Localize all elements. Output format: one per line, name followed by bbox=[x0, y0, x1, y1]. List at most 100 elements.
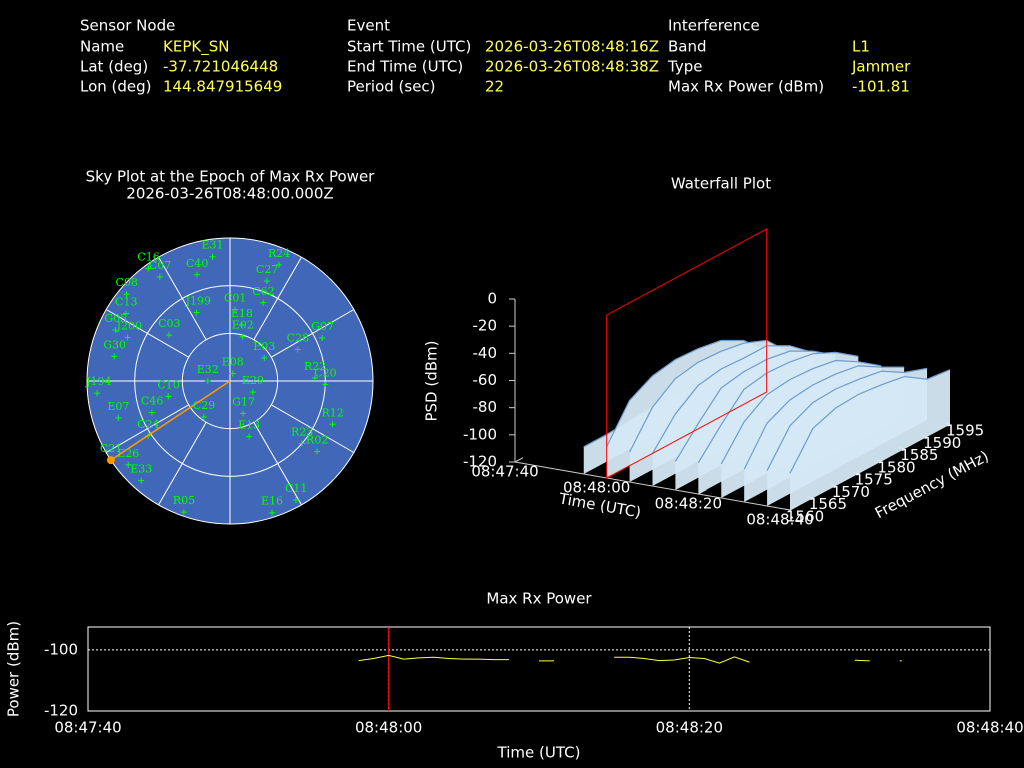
satellite-marker bbox=[240, 410, 247, 417]
satellite-label: G17 bbox=[232, 395, 255, 408]
field-value: 22 bbox=[485, 78, 504, 96]
field-value: KEPK_SN bbox=[163, 38, 229, 57]
y-tick-label: 1590 bbox=[923, 434, 961, 452]
y-tick-label: 1565 bbox=[809, 495, 847, 513]
satellite-marker bbox=[94, 390, 101, 397]
psd-slice bbox=[766, 367, 928, 471]
field-label: Type bbox=[667, 58, 702, 76]
satellite-marker bbox=[261, 354, 268, 361]
satellite-label: C20 bbox=[314, 366, 336, 379]
satellite-marker bbox=[269, 509, 276, 516]
field-label: Lat (deg) bbox=[80, 58, 148, 76]
satellite-marker bbox=[294, 346, 301, 353]
satellite-label: G07 bbox=[311, 320, 334, 333]
satellite-label: E32 bbox=[197, 363, 219, 376]
psd-slice bbox=[651, 345, 813, 454]
satellite-marker bbox=[180, 509, 187, 516]
satellite-label: E07 bbox=[107, 400, 129, 413]
z-tick-label: -80 bbox=[473, 398, 498, 416]
satellite-marker bbox=[115, 414, 122, 421]
field-label: End Time (UTC) bbox=[347, 58, 463, 76]
z-tick-label: -20 bbox=[473, 317, 498, 335]
psd-slice bbox=[606, 339, 767, 448]
z-tick-label: -40 bbox=[473, 344, 498, 362]
satellite-label: R02 bbox=[306, 433, 328, 446]
satellite-marker bbox=[125, 461, 132, 468]
azimuth-spoke bbox=[158, 422, 207, 506]
satellite-label: E29 bbox=[242, 374, 264, 387]
satellite-label: C46 bbox=[141, 395, 163, 408]
azimuth-spoke bbox=[158, 256, 207, 340]
satellite-label: C29 bbox=[193, 399, 215, 412]
plot-frame bbox=[87, 626, 991, 712]
satellite-marker bbox=[138, 477, 145, 484]
satellite-marker bbox=[263, 278, 270, 285]
satellite-marker bbox=[200, 413, 207, 420]
field-label: Lon (deg) bbox=[80, 78, 152, 96]
x-axis-label: Time (UTC) bbox=[497, 744, 581, 762]
satellite-marker bbox=[165, 393, 172, 400]
satellite-marker bbox=[148, 409, 155, 416]
x-tick-label: 08:47:40 bbox=[471, 463, 538, 481]
satellite-label: J200 bbox=[116, 320, 142, 333]
satellite-label: C21 bbox=[100, 442, 122, 455]
x-tick bbox=[514, 457, 524, 463]
x-tick-label: 08:48:20 bbox=[656, 719, 723, 737]
satellite-label: J199 bbox=[185, 294, 211, 307]
field-value: L1 bbox=[852, 38, 870, 56]
satellite-marker bbox=[204, 378, 211, 384]
chart-title: Waterfall Plot bbox=[671, 175, 771, 193]
power-line bbox=[358, 654, 902, 664]
satellite-label: R12 bbox=[321, 406, 343, 419]
field-value: 2026-03-26T08:48:38Z bbox=[485, 58, 659, 76]
field-label: Max Rx Power (dBm) bbox=[668, 78, 824, 96]
satellite-label: E26 bbox=[117, 447, 139, 460]
satellite-marker bbox=[239, 333, 246, 340]
x-tick-label: 08:48:20 bbox=[655, 495, 722, 513]
satellite-label: C10 bbox=[157, 378, 179, 391]
satellite-label: C40 bbox=[186, 257, 208, 270]
satellite-label: E16 bbox=[261, 495, 283, 508]
satellite-label: C11 bbox=[285, 482, 307, 495]
y-tick-label: 1570 bbox=[832, 483, 870, 501]
satellite-label: C27 bbox=[256, 263, 278, 276]
satellite-label: E03 bbox=[253, 340, 275, 353]
satellite-marker bbox=[246, 433, 253, 440]
psd-slice bbox=[629, 339, 790, 453]
satellite-label: C62 bbox=[252, 285, 274, 298]
satellite-label: G05 bbox=[104, 312, 127, 325]
psd-slice-fill bbox=[790, 369, 950, 510]
satellite-marker bbox=[145, 265, 152, 272]
satellite-marker bbox=[123, 291, 130, 298]
satellite-marker bbox=[112, 326, 119, 333]
satellite-label: E31 bbox=[202, 239, 224, 252]
y-tick-label: 1560 bbox=[786, 508, 824, 526]
satellite-label: C08 bbox=[116, 276, 138, 289]
y-tick-label: -120 bbox=[44, 702, 78, 720]
azimuth-spoke bbox=[253, 422, 302, 506]
satellite-label: C03 bbox=[158, 317, 180, 330]
satellite-label: R23 bbox=[291, 426, 313, 439]
psd-slice bbox=[697, 351, 859, 464]
satellite-marker bbox=[229, 370, 236, 377]
section-title: Sensor Node bbox=[80, 17, 175, 35]
satellite-marker bbox=[319, 335, 326, 342]
satellite-label: E08 bbox=[222, 356, 244, 369]
y-tick-label: 1580 bbox=[877, 458, 915, 476]
azimuth-spoke bbox=[105, 404, 189, 453]
satellite-marker bbox=[124, 334, 131, 341]
psd-slice bbox=[674, 350, 836, 462]
satellite-label: C07 bbox=[149, 259, 171, 272]
satellite-marker bbox=[106, 456, 115, 465]
z-tick-label: 0 bbox=[487, 290, 497, 308]
x-tick-label: 08:47:40 bbox=[54, 719, 121, 737]
field-value: -37.721046448 bbox=[163, 58, 278, 76]
satellite-marker bbox=[314, 448, 321, 455]
x-tick-label: 08:48:40 bbox=[746, 511, 813, 529]
field-value: 144.847915649 bbox=[163, 78, 282, 96]
satellite-label: C16 bbox=[137, 251, 159, 264]
satellite-marker bbox=[322, 381, 329, 388]
satellite-marker bbox=[193, 309, 200, 316]
psd-slice bbox=[720, 359, 882, 465]
satellite-marker bbox=[231, 306, 238, 313]
